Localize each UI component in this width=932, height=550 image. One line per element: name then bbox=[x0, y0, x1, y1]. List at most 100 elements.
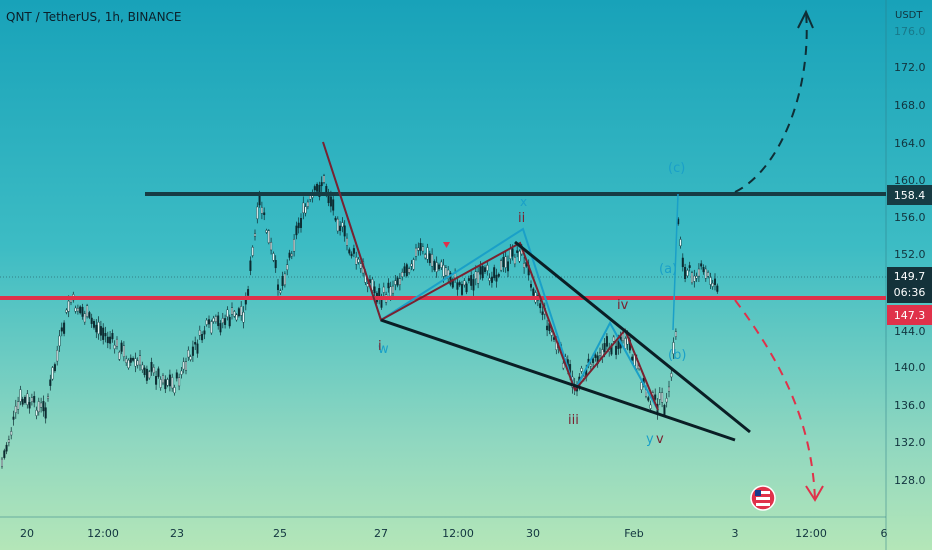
candle-body bbox=[343, 225, 346, 237]
candle-body bbox=[106, 336, 109, 344]
candle-body bbox=[693, 275, 696, 282]
candle-body bbox=[1, 458, 4, 467]
support-price-label: 147.3 bbox=[887, 305, 932, 325]
candle-body bbox=[334, 217, 337, 221]
candle-body bbox=[339, 225, 342, 231]
candle-body bbox=[99, 326, 102, 336]
candle-body bbox=[65, 309, 68, 313]
candle-body bbox=[424, 254, 427, 259]
wave-label-iii: iii bbox=[568, 413, 579, 428]
y-tick: 176.0 bbox=[894, 25, 926, 38]
candle-body bbox=[665, 398, 668, 403]
candle-body bbox=[60, 327, 63, 332]
wave-label-y: y bbox=[646, 432, 654, 447]
candle-body bbox=[417, 247, 420, 251]
candle-body bbox=[707, 272, 710, 277]
y-tick: 128.0 bbox=[894, 474, 926, 487]
candle-body bbox=[686, 270, 689, 277]
candle-body bbox=[122, 345, 125, 357]
candle-body bbox=[444, 267, 447, 276]
candle-body bbox=[56, 350, 59, 362]
candle-body bbox=[210, 321, 213, 334]
candle-body bbox=[90, 317, 93, 324]
current-price-label: 149.7 06:36 bbox=[887, 267, 932, 303]
candle-body bbox=[3, 450, 6, 458]
candle-body bbox=[219, 323, 222, 333]
candle-body bbox=[412, 259, 415, 270]
candle-body bbox=[178, 377, 181, 387]
candle-body bbox=[461, 284, 464, 295]
y-tick: 136.0 bbox=[894, 399, 926, 412]
candle-body bbox=[313, 186, 316, 191]
candle-body bbox=[442, 265, 445, 277]
candle-body bbox=[14, 405, 17, 413]
candle-body bbox=[194, 342, 197, 345]
candle-body bbox=[115, 338, 118, 347]
countdown-value: 06:36 bbox=[893, 286, 926, 299]
candle-body bbox=[647, 397, 650, 401]
candle-body bbox=[709, 277, 712, 285]
candle-body bbox=[691, 272, 694, 283]
candle-body bbox=[134, 358, 137, 367]
candle-body bbox=[463, 280, 466, 286]
bullish-projection-arrow bbox=[797, 9, 814, 29]
candle-body bbox=[672, 342, 675, 354]
candle-body bbox=[76, 308, 79, 312]
candle-body bbox=[679, 239, 682, 247]
x-tick: 12:00 bbox=[795, 527, 827, 540]
candle-body bbox=[401, 272, 404, 278]
candle-body bbox=[24, 396, 27, 403]
candle-body bbox=[458, 282, 461, 286]
candle-body bbox=[329, 196, 332, 207]
candle-body bbox=[346, 237, 349, 246]
candle-body bbox=[191, 346, 194, 356]
candle-body bbox=[201, 334, 204, 341]
candle-body bbox=[221, 318, 224, 324]
candle-body bbox=[479, 266, 482, 275]
candle-body bbox=[500, 260, 503, 271]
candle-body bbox=[148, 371, 151, 379]
candle-body bbox=[127, 359, 130, 369]
candle-body bbox=[159, 379, 162, 388]
candle-body bbox=[426, 247, 429, 260]
candle-body bbox=[695, 275, 698, 279]
candle-body bbox=[189, 356, 192, 360]
candle-body bbox=[716, 285, 719, 292]
candle-body bbox=[74, 307, 77, 312]
candle-body bbox=[562, 363, 565, 369]
candle-body bbox=[589, 363, 592, 367]
x-tick: 30 bbox=[526, 527, 540, 540]
candle-body bbox=[267, 230, 270, 243]
candle-body bbox=[341, 222, 344, 227]
candle-body bbox=[129, 357, 132, 363]
x-tick: 3 bbox=[731, 527, 739, 540]
candle-body bbox=[605, 336, 608, 347]
candle-body bbox=[419, 242, 422, 251]
candle-body bbox=[136, 360, 139, 366]
candle-body bbox=[306, 201, 309, 207]
candle-body bbox=[88, 312, 91, 318]
candle-body bbox=[118, 351, 121, 360]
candle-body bbox=[488, 277, 491, 281]
candle-body bbox=[447, 269, 450, 279]
candle-body bbox=[270, 242, 273, 251]
candle-body bbox=[700, 263, 703, 267]
candle-body bbox=[465, 283, 468, 293]
candle-body bbox=[398, 278, 401, 285]
candle-body bbox=[281, 275, 284, 286]
candle-body bbox=[37, 401, 40, 413]
candle-body bbox=[493, 267, 496, 279]
candle-body bbox=[580, 368, 583, 372]
candle-body bbox=[438, 264, 441, 270]
candle-body bbox=[150, 362, 153, 372]
candle-body bbox=[157, 368, 160, 377]
candle-body bbox=[530, 284, 533, 288]
y-tick: 168.0 bbox=[894, 99, 926, 112]
candle-body bbox=[435, 262, 438, 272]
candle-body bbox=[599, 352, 602, 356]
candles bbox=[1, 173, 719, 469]
candle-body bbox=[320, 182, 323, 187]
candle-body bbox=[318, 185, 321, 197]
candle-body bbox=[203, 330, 206, 335]
